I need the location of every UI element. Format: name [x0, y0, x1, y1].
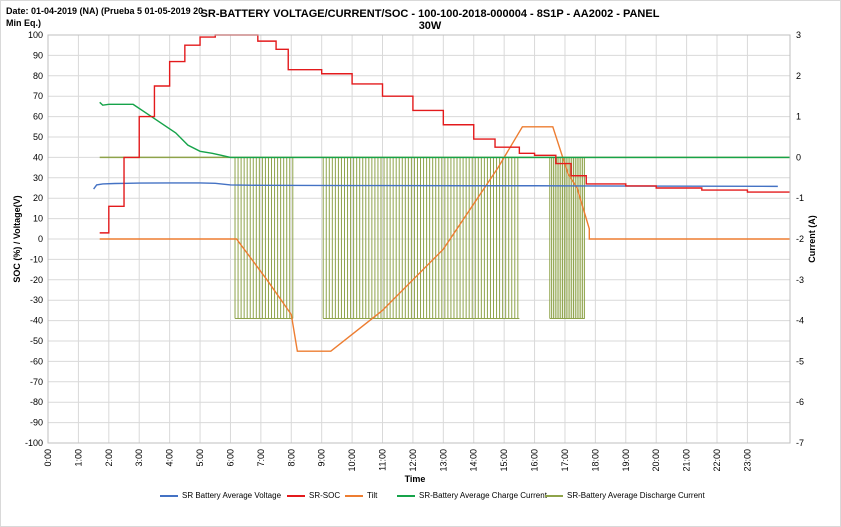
y-tick-label: 90: [33, 50, 43, 60]
x-tick-label: 21:00: [682, 449, 692, 472]
series-layer: [93, 34, 790, 352]
y2-tick-label: -1: [796, 193, 804, 203]
voltage-line: [93, 182, 778, 190]
y-tick-label: 0: [38, 234, 43, 244]
legend-charge-current-swatch: [397, 494, 415, 497]
legend-soc-swatch: [287, 494, 305, 497]
x-tick-label: 16:00: [530, 449, 540, 472]
legend-discharge-current: SR-Battery Average Discharge Current: [545, 491, 705, 500]
y-tick-label: -60: [30, 356, 43, 366]
x-tick-label: 8:00: [286, 449, 296, 467]
date-note: Date: 01-04-2019 (NA) (Prueba 5 01-05-20…: [6, 6, 204, 28]
y-axis-title: SOC (%) / Voltage(V): [12, 195, 22, 282]
x-tick-label: 17:00: [560, 449, 570, 472]
y2-axis-title: Current (A): [807, 215, 817, 263]
y2-tick-label: -4: [796, 316, 804, 326]
legend-discharge-current-label: SR-Battery Average Discharge Current: [567, 491, 705, 500]
legend-discharge-current-swatch: [545, 494, 563, 497]
x-tick-label: 20:00: [651, 449, 661, 472]
y-tick-label: 60: [33, 112, 43, 122]
y-tick-label: 40: [33, 152, 43, 162]
y-tick-label: -80: [30, 397, 43, 407]
legend-tilt-label: Tilt: [367, 491, 378, 500]
y-tick-label: -90: [30, 418, 43, 428]
x-tick-label: 23:00: [742, 449, 752, 472]
x-tick-label: 5:00: [195, 449, 205, 467]
x-tick-label: 11:00: [378, 449, 388, 471]
x-tick-label: 15:00: [499, 449, 509, 472]
x-tick-label: 6:00: [225, 449, 235, 467]
y-tick-label: -100: [25, 438, 43, 448]
x-tick-label: 2:00: [104, 449, 114, 467]
charge-current-line: [99, 101, 790, 159]
x-tick-label: 3:00: [134, 449, 144, 467]
y2-tick-label: 0: [796, 152, 801, 162]
tilt-line: [99, 126, 790, 352]
y-tick-label: -40: [30, 316, 43, 326]
x-tick-label: 19:00: [621, 449, 631, 472]
y2-tick-label: -7: [796, 438, 804, 448]
legend-tilt-swatch: [345, 494, 363, 497]
y-tick-label: -70: [30, 377, 43, 387]
axes: 1009080706050403020100-10-20-30-40-50-60…: [12, 30, 817, 484]
y2-tick-label: -3: [796, 275, 804, 285]
y-tick-label: 20: [33, 193, 43, 203]
x-tick-label: 18:00: [590, 449, 600, 472]
legend-voltage-label: SR Battery Average Voltage: [182, 491, 282, 500]
x-tick-label: 0:00: [43, 449, 53, 467]
x-tick-label: 9:00: [317, 449, 327, 467]
legend-soc: SR-SOC: [287, 491, 340, 500]
y2-tick-label: -5: [796, 356, 804, 366]
y-tick-label: 50: [33, 132, 43, 142]
y2-tick-label: -2: [796, 234, 804, 244]
x-tick-label: 10:00: [347, 449, 357, 472]
y2-tick-label: -6: [796, 397, 804, 407]
x-tick-label: 22:00: [712, 449, 722, 472]
plot-border: [47, 34, 791, 444]
y-tick-label: 30: [33, 173, 43, 183]
x-tick-label: 13:00: [438, 449, 448, 472]
legend-charge-current-label: SR-Battery Average Charge Current: [419, 491, 547, 500]
legend-charge-current: SR-Battery Average Charge Current: [397, 491, 547, 500]
y-tick-label: 100: [28, 30, 43, 40]
y-tick-label: -50: [30, 336, 43, 346]
x-tick-label: 1:00: [73, 449, 83, 467]
legend-soc-label: SR-SOC: [309, 491, 341, 500]
x-tick-label: 12:00: [408, 449, 418, 472]
y2-tick-label: 1: [796, 112, 801, 122]
x-tick-label: 7:00: [256, 449, 266, 467]
y-tick-label: 70: [33, 91, 43, 101]
y-tick-label: -30: [30, 295, 43, 305]
chart-title: SR-BATTERY VOLTAGE/CURRENT/SOC - 100-100…: [200, 8, 660, 32]
legend-voltage: SR Battery Average Voltage: [160, 491, 281, 500]
x-axis-title: Time: [405, 474, 426, 484]
y-tick-label: -20: [30, 275, 43, 285]
grid: [47, 34, 790, 444]
y-tick-label: 80: [33, 71, 43, 81]
legend: SR Battery Average Voltage SR-SOC Tilt S…: [150, 491, 770, 505]
soc-line: [99, 34, 790, 234]
y-tick-label: 10: [33, 214, 43, 224]
y2-tick-label: 2: [796, 71, 801, 81]
y2-tick-label: 3: [796, 30, 801, 40]
x-tick-label: 4:00: [165, 449, 175, 467]
legend-voltage-swatch: [160, 494, 178, 497]
x-tick-label: 14:00: [469, 449, 479, 472]
legend-tilt: Tilt: [345, 491, 377, 500]
y-tick-label: -10: [30, 254, 43, 264]
